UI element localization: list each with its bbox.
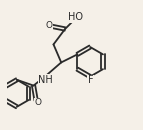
Text: O: O xyxy=(35,98,42,107)
Text: NH: NH xyxy=(38,75,53,85)
Text: HO: HO xyxy=(68,12,83,22)
Text: F: F xyxy=(88,75,94,85)
Text: O: O xyxy=(46,21,53,30)
